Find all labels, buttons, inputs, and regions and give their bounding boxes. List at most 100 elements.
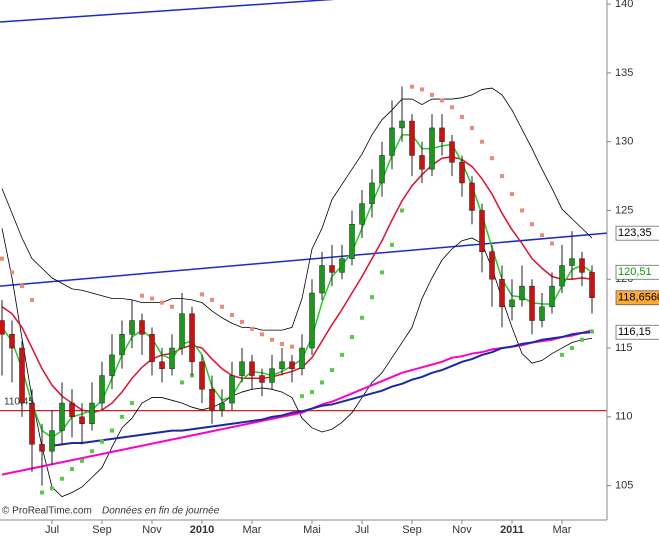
candle-body [29,402,35,445]
sar-dot [350,335,354,340]
trendline [0,232,607,287]
sar-dot [0,256,4,261]
indicator-line [51,331,593,447]
candle-body [589,272,595,298]
sar-dot [330,368,334,373]
sar-dot [380,270,384,275]
candle-body [399,120,405,129]
sar-dot [460,114,464,119]
sar-dot [580,337,584,342]
candle-body [249,361,255,376]
candle-body [559,265,565,287]
sar-dot [440,98,444,103]
sar-dot [280,341,284,346]
x-tick-label: Mar [553,524,572,536]
sar-dot [310,390,314,395]
sar-dot [490,156,494,161]
candle-body [369,182,375,204]
candle-body [429,127,435,170]
candle-body [539,306,545,321]
x-tick-label: Mai [303,524,321,536]
candle-body [99,375,105,404]
candle-body [359,203,365,225]
sar-dot [590,329,594,334]
candle-body [119,334,125,356]
sar-dot [160,300,164,305]
candle-body [509,299,515,308]
sar-dot [320,380,324,385]
sar-dot [240,319,244,324]
indicator-line [1,87,593,331]
x-tick-label: 2010 [190,524,214,536]
candle-body [379,155,385,184]
sar-dot [470,125,474,130]
source: © ProRealTime.com [2,506,92,517]
sar-dot [370,295,374,300]
candle-body [69,402,75,418]
candle-body [149,334,155,363]
candle-body [49,430,55,452]
sar-dot [540,233,544,238]
sar-dot [270,337,274,342]
price-label-box [615,264,659,280]
sar-dot [290,344,294,349]
sar-dot [420,87,424,92]
price-label: 120,51 [618,266,652,278]
sar-dot [110,428,114,433]
candle-body [339,258,345,273]
sar-dot [30,297,34,302]
sar-dot [550,241,554,246]
candle-body [89,402,95,424]
candle-body [269,368,275,383]
x-tick-label: 2011 [500,524,524,536]
candle-body [0,320,5,335]
sar-dot [70,467,74,472]
x-tick-label: Sep [402,524,422,536]
candle-body [19,347,25,404]
sar-dot [260,332,264,337]
sar-dot [10,270,14,275]
candle-body [419,155,425,170]
candle-body [529,285,535,321]
candle-body [109,354,115,376]
x-tick-label: Nov [452,524,472,536]
sar-dot [120,414,124,419]
candle-body [319,265,325,294]
candle-body [349,223,355,259]
y-tick-label: 105 [615,480,633,492]
y-tick-label: 125 [615,204,633,216]
sar-dot [90,449,94,454]
reference-label: 110,45 [4,396,34,407]
sar-dot [430,92,434,97]
trendline [0,0,335,23]
sar-dot [390,242,394,247]
y-tick-label: 130 [615,136,633,148]
sar-dot [150,296,154,301]
sar-dot [450,105,454,110]
indicator-line [1,156,593,414]
y-tick-label: 115 [615,342,633,354]
x-tick-label: Sep [92,524,112,536]
candle-body [579,258,585,273]
candle-body [519,285,525,301]
candle-body [139,320,145,335]
y-tick-label: 135 [615,67,633,79]
price-label-box [615,225,659,241]
sar-dot [220,304,224,309]
candle-body [479,210,485,252]
candle-body [209,389,215,411]
sar-dot [500,174,504,179]
sar-dot [40,490,44,495]
candle-body [189,313,195,363]
candle-body [289,361,295,369]
candle-body [229,375,235,404]
candle-body [459,162,465,184]
candle-body [309,292,315,349]
x-tick-label: Jul [45,524,59,536]
candle-body [169,347,175,369]
price-label: 118,6560 [618,292,659,304]
candle-body [219,402,225,411]
plot-area [0,0,607,498]
sar-dot [560,352,564,357]
candle-body [549,285,555,308]
